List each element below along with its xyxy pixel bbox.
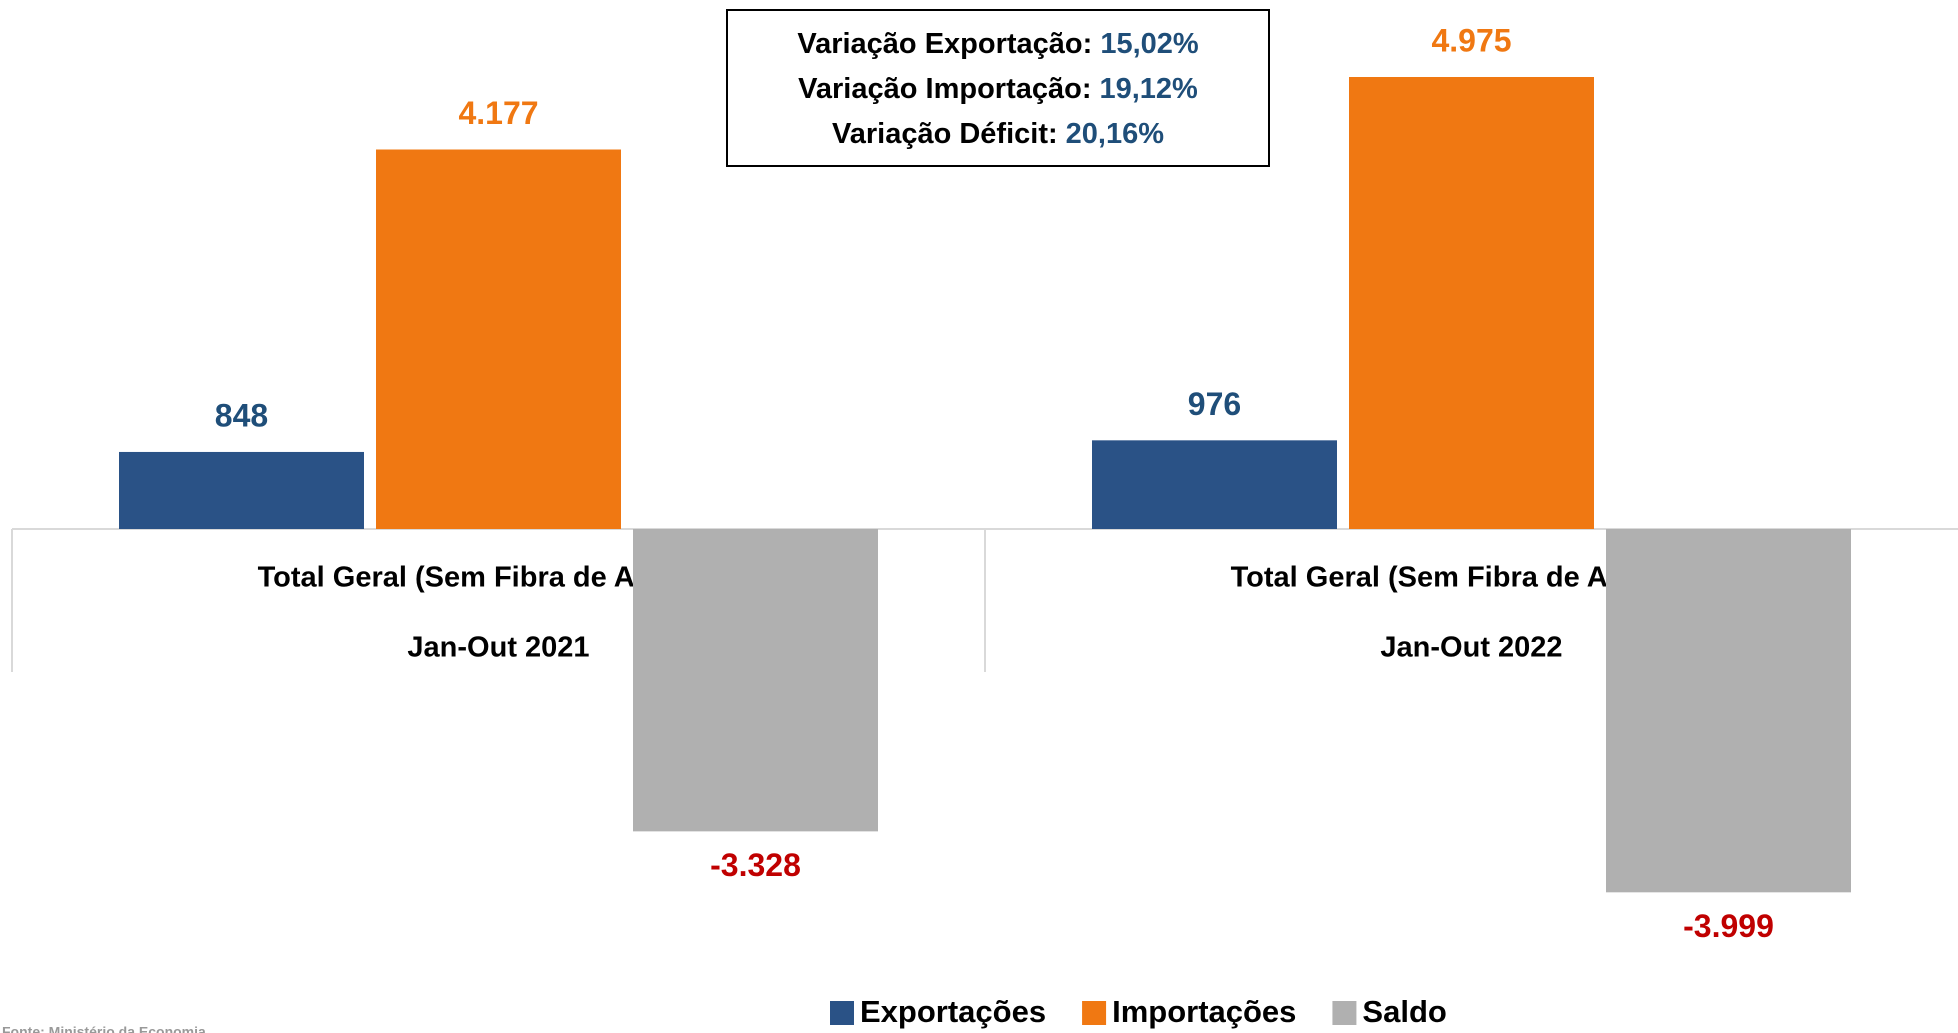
source: Fonte: Ministério da Economia	[2, 1024, 206, 1033]
annotation-value: 19,12%	[1099, 73, 1198, 105]
annotation-label: Variação Exportação:	[797, 28, 1092, 60]
bar	[633, 529, 878, 832]
legend-swatch	[1082, 1001, 1107, 1025]
bar	[1349, 77, 1594, 529]
data-label: 4.975	[1431, 22, 1511, 58]
data-label: -3.999	[1683, 908, 1774, 944]
annotation-label: Variação Importação:	[798, 73, 1091, 105]
bar	[1092, 440, 1337, 529]
x-tick-label: Jan-Out 2022	[1380, 632, 1562, 664]
x-tick-label: Jan-Out 2021	[407, 632, 589, 664]
annotation-value: 15,02%	[1100, 28, 1199, 60]
annotation-label: Variação Déficit:	[832, 118, 1058, 150]
data-label: 4.177	[458, 95, 538, 131]
data-label: 976	[1188, 386, 1241, 422]
data-label: 848	[215, 397, 268, 433]
legend-label: Importações	[1112, 994, 1296, 1029]
annotation: Variação Exportação: 15,02%	[797, 28, 1199, 60]
annotation-box	[726, 9, 1270, 167]
annotation-value: 20,16%	[1066, 118, 1165, 150]
legend-swatch	[830, 1001, 854, 1025]
bar	[376, 149, 621, 529]
bar	[119, 451, 364, 529]
annotation: Variação Importação: 19,12%	[798, 73, 1198, 105]
legend-swatch	[1332, 1001, 1357, 1025]
legend-label: Saldo	[1362, 994, 1446, 1029]
bar	[1606, 529, 1851, 893]
annotation: Variação Déficit: 20,16%	[832, 118, 1164, 150]
legend-label: Exportações	[860, 994, 1046, 1029]
data-label: -3.328	[710, 847, 801, 883]
